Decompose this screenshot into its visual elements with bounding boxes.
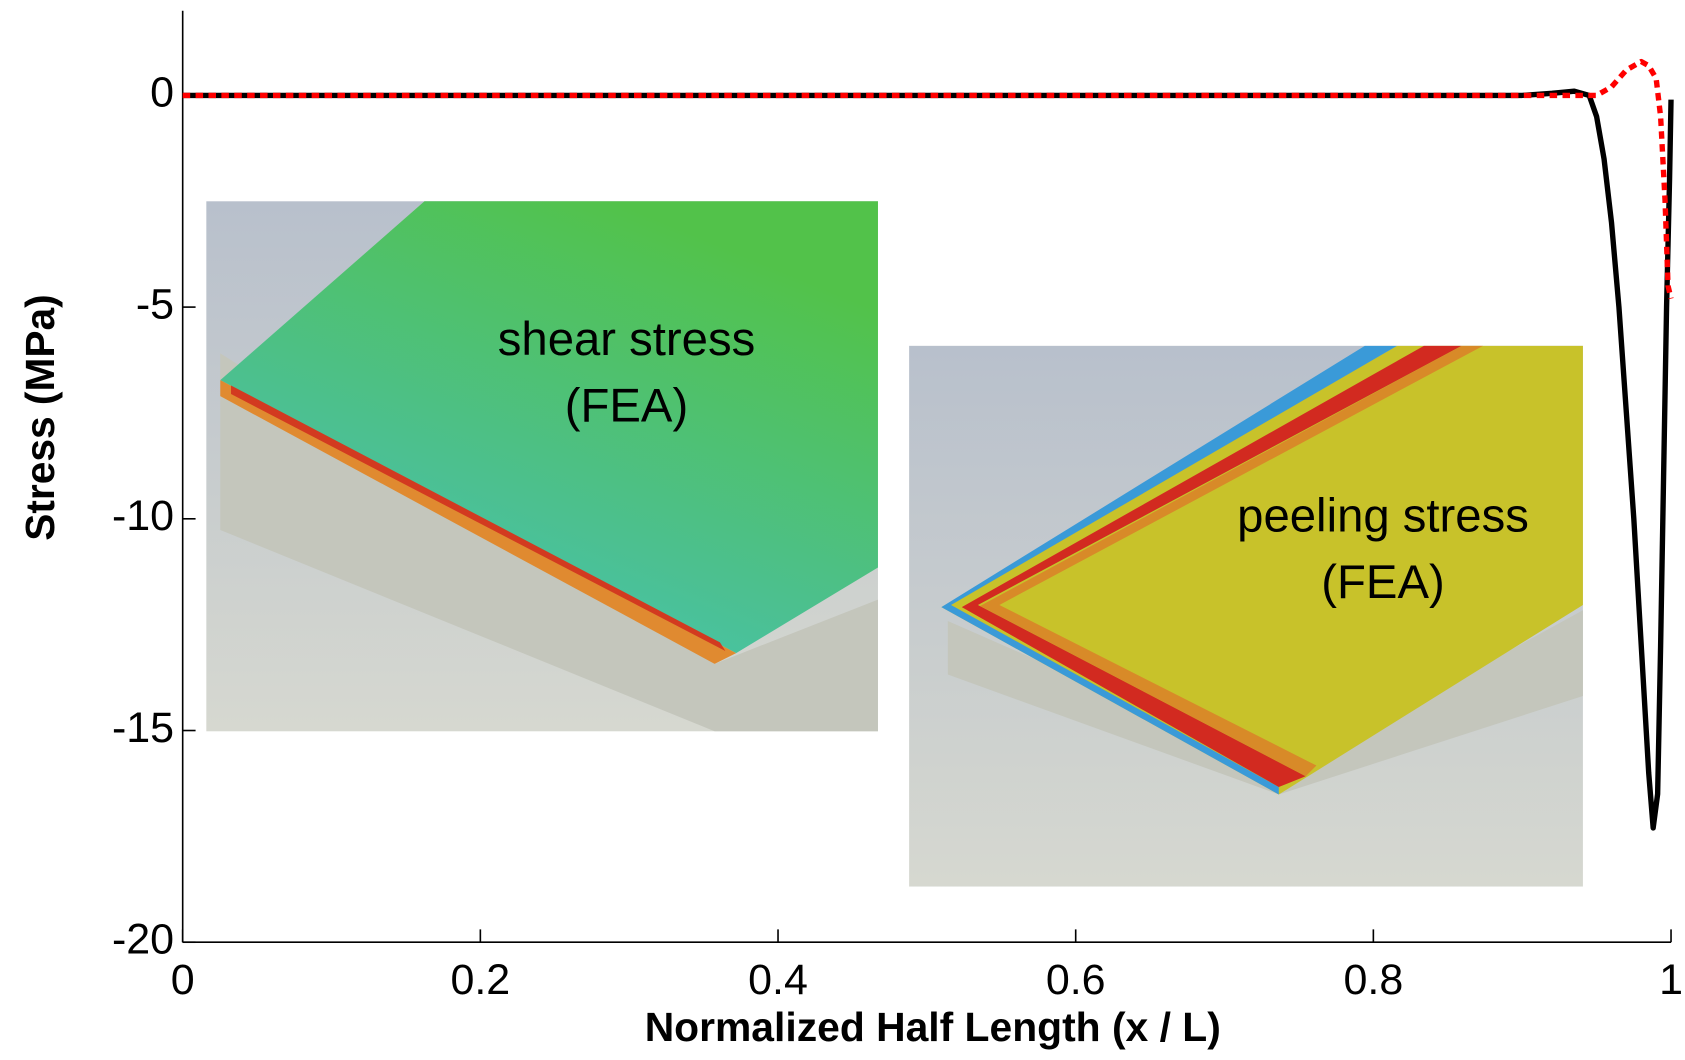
inset-edge-hot bbox=[231, 385, 726, 651]
y-tick-label: -15 bbox=[112, 704, 174, 752]
y-tick-label: -20 bbox=[112, 916, 174, 964]
peeling-inset: peeling stress (FEA) bbox=[909, 345, 1583, 887]
inset-edge-warm bbox=[980, 345, 1483, 777]
annotation: (FEA) bbox=[565, 380, 688, 433]
y-tick-label: -10 bbox=[112, 492, 174, 540]
x-tick-label: 0.6 bbox=[1046, 956, 1106, 1004]
y-axis-label: Stress (MPa) bbox=[17, 294, 63, 540]
x-tick-label: 0.2 bbox=[450, 956, 510, 1004]
inset-block bbox=[220, 353, 878, 732]
y-tick-label: 0 bbox=[150, 69, 174, 117]
x-axis-label: Normalized Half Length (x / L) bbox=[645, 1004, 1221, 1050]
annotation: shear stress bbox=[498, 313, 755, 366]
shear-inset: shear stress (FEA) bbox=[206, 201, 878, 732]
x-tick-label: 0.4 bbox=[748, 956, 808, 1004]
x-tick-label: 0 bbox=[171, 956, 195, 1004]
x-tick-label: 0.8 bbox=[1343, 956, 1403, 1004]
x-tick-label: 1 bbox=[1659, 956, 1683, 1004]
inset-block bbox=[947, 610, 1583, 795]
line-series bbox=[182, 58, 1674, 300]
annotation: (FEA) bbox=[1321, 556, 1444, 609]
inset-plate bbox=[220, 201, 878, 654]
inset-edge-hot bbox=[961, 345, 1462, 787]
annotation: peeling stress bbox=[1237, 490, 1529, 543]
line-series bbox=[182, 88, 1674, 831]
y-tick-label: -5 bbox=[136, 280, 174, 328]
